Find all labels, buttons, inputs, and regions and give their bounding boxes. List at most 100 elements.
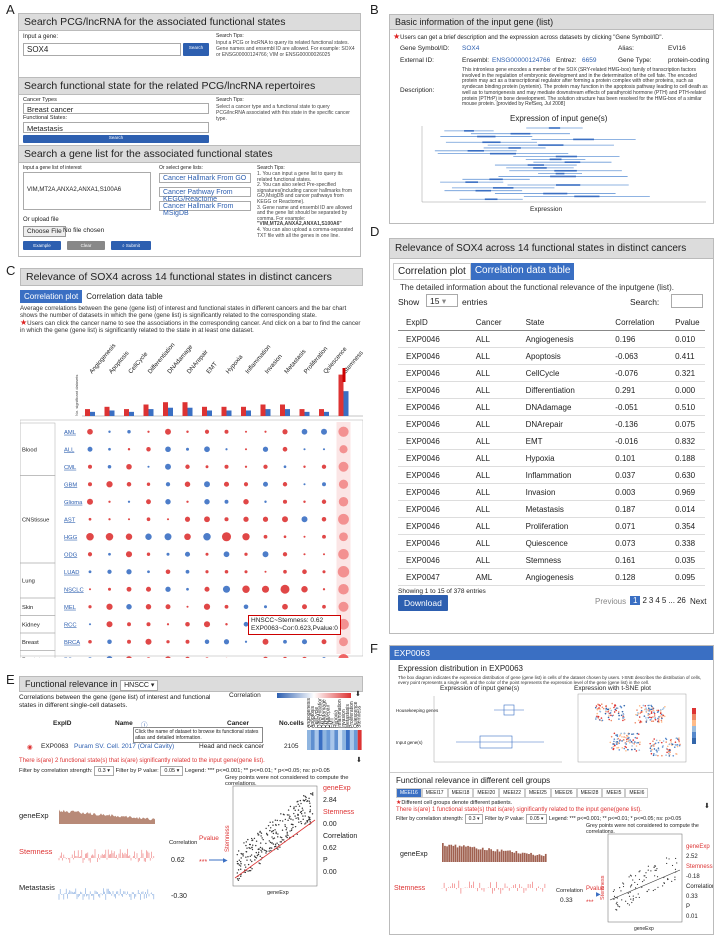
cancer-link[interactable]: BRCA — [64, 640, 80, 646]
select-kegg[interactable]: Cancer Pathway From KEGG/Reactome — [159, 187, 251, 203]
cancer-link[interactable]: PC — [64, 657, 72, 658]
previous-button[interactable]: Previous — [595, 597, 627, 606]
page-link[interactable]: 2 — [642, 596, 647, 605]
download-icon-3[interactable]: ⬇ — [704, 803, 710, 810]
cell-group-tab[interactable]: MEEI26 — [550, 788, 577, 798]
correlation-bubble — [165, 499, 171, 505]
scatter-point — [297, 803, 299, 805]
tsne-legend-swatch — [692, 708, 696, 714]
page-link[interactable]: 5 — [661, 596, 667, 605]
help-icon[interactable]: ⓘ — [141, 722, 148, 729]
clear-button[interactable]: Clear — [67, 241, 105, 250]
page-link[interactable]: 4 — [655, 596, 660, 605]
column-header[interactable]: Pvalue — [675, 317, 700, 327]
cancer-link[interactable]: AST — [64, 517, 76, 523]
scatter-point — [304, 815, 306, 817]
download-button[interactable]: Download — [398, 595, 448, 611]
cancer-link[interactable]: ALL — [64, 447, 75, 453]
scatter-point — [284, 818, 287, 821]
f-side-stem-label: Stemness — [686, 864, 713, 870]
cancer-link[interactable]: Glioma — [64, 500, 83, 506]
e-filter2-select[interactable]: 0.05 ▾ — [160, 766, 184, 776]
page-link[interactable]: ... — [668, 596, 675, 605]
cancer-link[interactable]: RCC — [64, 622, 77, 628]
select-msigdb[interactable]: Cancer Hallmark From MSigDB — [159, 201, 251, 217]
correlation-bubble — [126, 586, 132, 592]
row-name-link[interactable]: Puram SV. Cell. 2017 (Oral Cavity) — [74, 743, 175, 750]
cancer-link[interactable]: NSCLC — [64, 587, 84, 593]
gene-search-button[interactable]: Search — [183, 43, 209, 56]
cancer-type-select[interactable]: Breast cancer — [23, 103, 209, 114]
column-header[interactable]: State — [525, 317, 545, 327]
row-radio[interactable]: ◉ — [27, 744, 33, 751]
choose-file-button[interactable]: Choose File — [23, 226, 66, 237]
cancer-link[interactable]: CML — [64, 465, 77, 471]
gene-input[interactable]: SOX4 — [23, 43, 181, 56]
download-icon[interactable]: ⬇ — [355, 691, 361, 698]
page-link[interactable]: 26 — [676, 596, 686, 605]
column-header[interactable]: Cancer — [475, 317, 502, 327]
f-filter2-select[interactable]: 0.05 ▾ — [525, 814, 548, 824]
table-row: EXP0046 ALL CellCycle -0.076 0.321 — [398, 365, 705, 382]
cancer-link[interactable]: GBM — [64, 482, 77, 488]
state-select[interactable]: Metastasis — [23, 122, 209, 133]
tab-correlation-table-d[interactable]: Correlation data table — [470, 263, 575, 280]
ensembl-link[interactable]: ENSG00000124766 — [492, 57, 551, 64]
tsne-point — [653, 715, 656, 717]
cancer-link[interactable]: HGG — [64, 535, 78, 541]
correlation-bubble — [263, 534, 268, 539]
expression-box — [555, 184, 581, 186]
scatter-point — [250, 837, 253, 840]
scatter-point — [268, 850, 270, 852]
f-geneexp-bar — [517, 853, 520, 862]
f-filter1-select[interactable]: 0.3 ▾ — [464, 814, 484, 824]
gene-info-title: Basic information of the input gene (lis… — [390, 15, 713, 30]
correlation-bubble — [126, 463, 132, 470]
cell-group-tab[interactable]: MEEI18 — [447, 788, 474, 798]
f-scatter-point — [615, 903, 617, 905]
entries-select[interactable]: 15 ▾ — [426, 294, 458, 307]
cell-group-tab[interactable]: MEEI5 — [602, 788, 626, 798]
tsne-legend-swatch — [692, 714, 696, 720]
cell-group-tab[interactable]: MEEI16 — [396, 788, 422, 798]
cell-group-tab[interactable]: MEEI25 — [524, 788, 551, 798]
f-filter1-label: Filter by correlation strength: — [396, 816, 464, 822]
page-link[interactable]: 3 — [648, 596, 654, 605]
cell-group-tab[interactable]: MEEI6 — [625, 788, 649, 798]
heatmap-state-label: CellCycle — [314, 707, 320, 728]
cell-group-tab[interactable]: MEEI28 — [576, 788, 603, 798]
tab-correlation-plot-d[interactable]: Correlation plot — [393, 263, 471, 280]
e-cancer-select[interactable]: HNSCC ▾ — [120, 680, 159, 691]
state-search-button[interactable]: Search — [23, 135, 209, 143]
column-header[interactable]: Correlation — [615, 317, 655, 327]
column-header[interactable]: ExpID — [406, 317, 428, 327]
download-icon-2[interactable]: ⬇ — [356, 757, 362, 764]
entrez-link[interactable]: 6659 — [582, 57, 597, 64]
select-go[interactable]: Cancer Hallmark From GO — [159, 173, 251, 183]
cell-group-tab[interactable]: MEEI17 — [421, 788, 448, 798]
symbol-link[interactable]: SOX4 — [462, 45, 480, 52]
tsne-point — [599, 710, 602, 713]
cancer-link[interactable]: MEL — [64, 605, 77, 611]
e-filter1-select[interactable]: 0.3 ▾ — [94, 766, 115, 776]
e-row-stemness: Stemness — [19, 847, 53, 856]
page-link[interactable]: 1 — [630, 596, 641, 605]
cancer-link[interactable]: AML — [64, 430, 77, 436]
tab-correlation-table[interactable]: Correlation data table — [86, 292, 163, 301]
f-geneexp-bar — [500, 849, 503, 862]
table-search-input[interactable] — [671, 294, 703, 308]
scatter-point — [241, 853, 243, 855]
example-button[interactable]: Example — [23, 241, 61, 250]
cell-group-tab[interactable]: MEEI22 — [499, 788, 525, 798]
scatter-point — [255, 857, 258, 859]
cell-group-tab[interactable]: MEEI20 — [473, 788, 500, 798]
cancer-link[interactable]: LUAD — [64, 570, 79, 576]
table-cell: DNArepair — [525, 419, 563, 429]
gene-list-textarea[interactable]: VIM,MT2A,ANXA2,ANXA1,S100A6 — [23, 172, 151, 210]
f-scatter-point — [627, 892, 629, 894]
tsne-point — [623, 747, 626, 750]
tab-correlation-plot[interactable]: Correlation plot — [20, 290, 83, 303]
next-button[interactable]: Next — [690, 597, 707, 606]
cancer-link[interactable]: ODG — [64, 552, 78, 558]
submit-button[interactable]: ⌕ Submit — [111, 241, 151, 250]
